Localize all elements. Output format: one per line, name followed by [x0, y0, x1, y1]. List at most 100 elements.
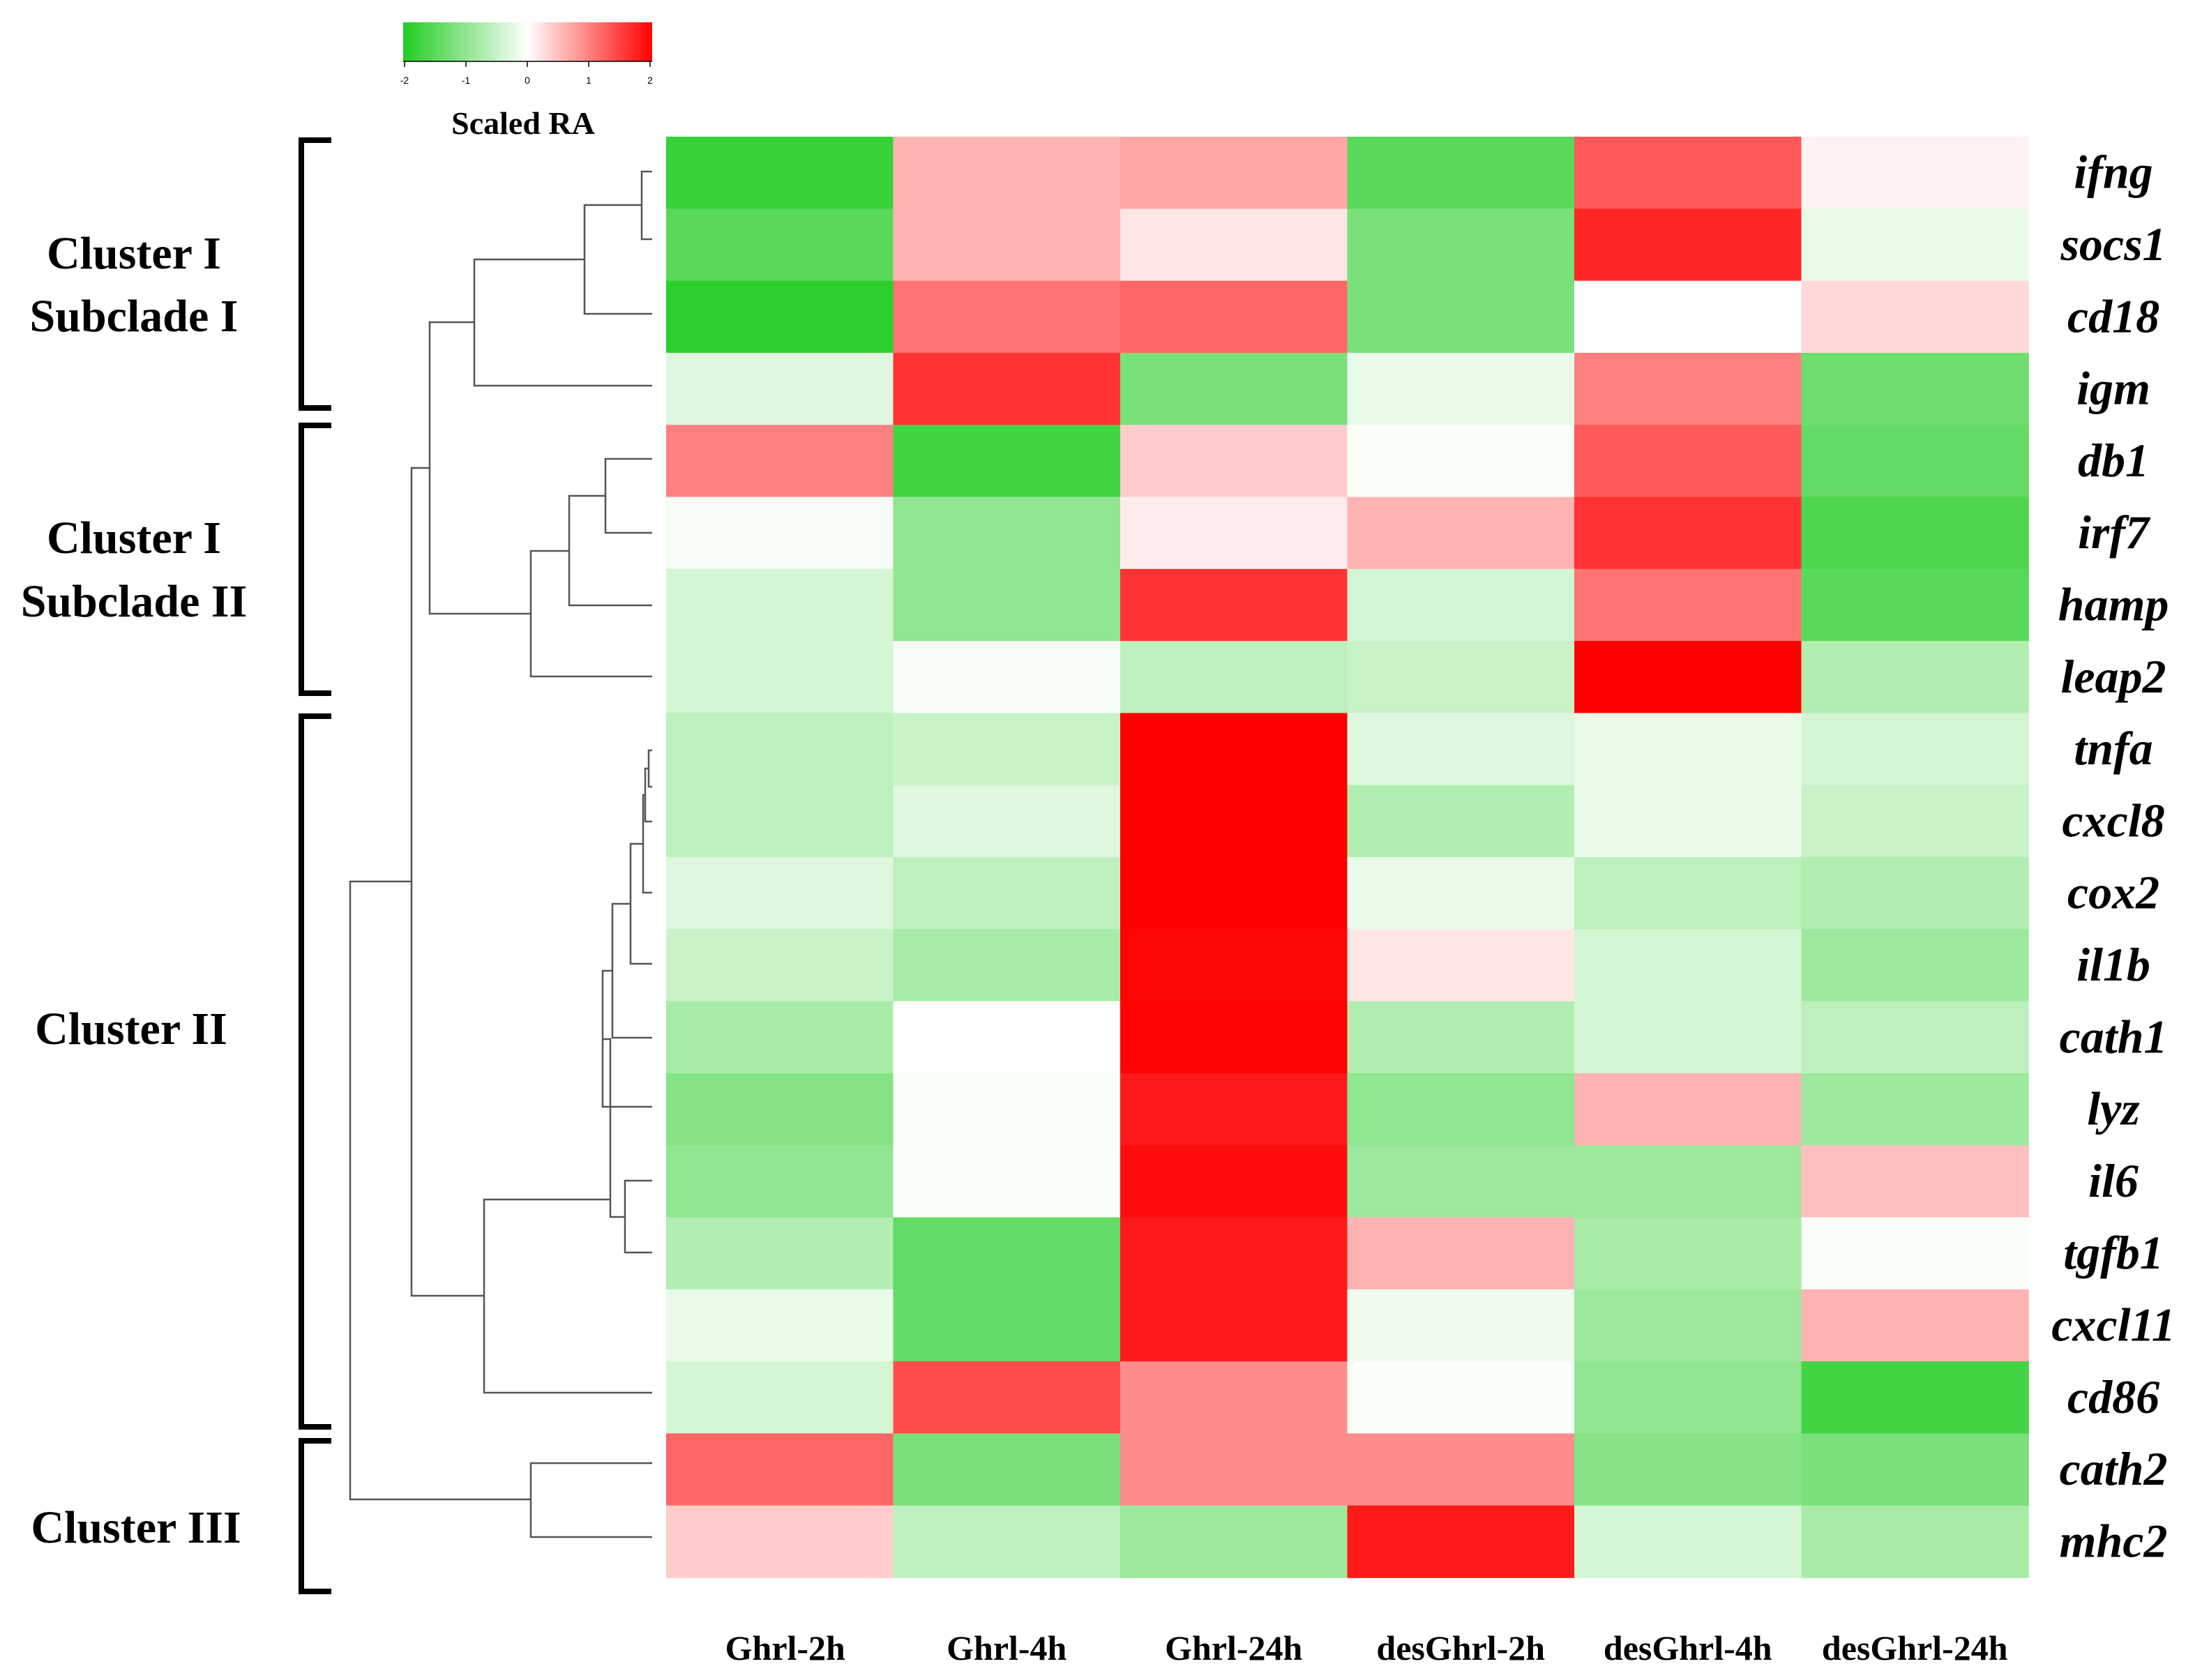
heatmap-cell-cxcl11-Ghrl-24h — [1120, 1289, 1348, 1362]
heatmap-cell-mhc2-desGhrl-2h — [1347, 1505, 1575, 1578]
gene-label-cxcl11: cxcl11 — [2051, 1298, 2176, 1351]
heatmap-cell-lyz-Ghrl-24h — [1120, 1073, 1348, 1146]
heatmap-cell-hamp-Ghrl-24h — [1120, 568, 1348, 642]
color-legend: -2 -1 0 1 2 Scaled RA — [400, 22, 653, 141]
heatmap-cell-hamp-Ghrl-4h — [893, 568, 1121, 642]
heatmap-cell-irf7-Ghrl-4h — [893, 497, 1121, 570]
cluster-label-4-line-1: Cluster III — [31, 1502, 241, 1553]
heatmap-cell-cath2-Ghrl-24h — [1120, 1433, 1348, 1506]
heatmap-cell-cox2-desGhrl-4h — [1574, 857, 1802, 930]
heatmap-cell-socs1-desGhrl-2h — [1347, 209, 1575, 282]
gene-label-cath1: cath1 — [2060, 1010, 2168, 1063]
heatmap-cell-cd18-desGhrl-4h — [1574, 280, 1802, 354]
heatmap-cell-cxcl8-desGhrl-2h — [1347, 785, 1575, 858]
heatmap-cell-hamp-Ghrl-2h — [666, 568, 894, 642]
heatmap-cell-cd86-Ghrl-24h — [1120, 1361, 1348, 1435]
heatmap-cell-db1-Ghrl-2h — [666, 425, 894, 498]
heatmap-cell-igm-Ghrl-2h — [666, 352, 894, 425]
heatmap-cell-tnfa-desGhrl-24h — [1801, 713, 2029, 786]
heatmap-cell-cath1-desGhrl-24h — [1801, 1001, 2029, 1074]
heatmap-cell-tnfa-Ghrl-24h — [1120, 713, 1348, 786]
heatmap-cell-tnfa-Ghrl-2h — [666, 713, 894, 786]
heatmap-cell-cd86-desGhrl-2h — [1347, 1361, 1575, 1435]
gene-label-irf7: irf7 — [2078, 506, 2151, 559]
heatmap-cell-socs1-Ghrl-2h — [666, 209, 894, 282]
cluster-label-1-line-2: Subclade I — [30, 291, 239, 342]
heatmap-cell-igm-desGhrl-2h — [1347, 352, 1575, 425]
heatmap-cell-cath1-desGhrl-2h — [1347, 1001, 1575, 1074]
heatmap-cell-tgfb1-Ghrl-24h — [1120, 1217, 1348, 1290]
heatmap-cell-cox2-Ghrl-24h — [1120, 857, 1348, 930]
heatmap-cell-cath2-desGhrl-24h — [1801, 1433, 2029, 1506]
heatmap-cell-leap2-Ghrl-2h — [666, 641, 894, 714]
gene-label-cxcl8: cxcl8 — [2062, 794, 2164, 847]
heatmap-cell-cath2-desGhrl-4h — [1574, 1433, 1802, 1506]
legend-tick-label: -2 — [400, 75, 409, 86]
heatmap-cell-mhc2-Ghrl-24h — [1120, 1505, 1348, 1578]
heatmap-cell-igm-Ghrl-24h — [1120, 352, 1348, 425]
heatmap-cell-cd18-Ghrl-24h — [1120, 280, 1348, 354]
heatmap-cell-tnfa-desGhrl-2h — [1347, 713, 1575, 786]
cluster-label-3-line-1: Cluster II — [35, 1004, 227, 1054]
heatmap-cell-irf7-desGhrl-24h — [1801, 497, 2029, 570]
heatmap-cell-irf7-Ghrl-24h — [1120, 497, 1348, 570]
heatmap-cell-il1b-Ghrl-24h — [1120, 929, 1348, 1002]
heatmap-cell-db1-desGhrl-24h — [1801, 425, 2029, 498]
legend-tick-label: 0 — [525, 75, 530, 86]
gene-label-mhc2: mhc2 — [2060, 1514, 2168, 1567]
heatmap-cell-lyz-Ghrl-2h — [666, 1073, 894, 1146]
gene-label-db1: db1 — [2078, 434, 2149, 487]
heatmap-cell-il1b-desGhrl-24h — [1801, 929, 2029, 1002]
cluster-brackets — [299, 137, 331, 1594]
heatmap-cell-tnfa-desGhrl-4h — [1574, 713, 1802, 786]
legend-tick-label: 1 — [586, 75, 591, 86]
heatmap-cell-cxcl11-desGhrl-4h — [1574, 1289, 1802, 1362]
heatmap-cell-il6-Ghrl-4h — [893, 1145, 1121, 1218]
heatmap-cell-il1b-Ghrl-4h — [893, 929, 1121, 1002]
heatmap-cell-cxcl11-desGhrl-24h — [1801, 1289, 2029, 1362]
heatmap-grid — [666, 137, 2029, 1578]
heatmap-cell-tgfb1-desGhrl-24h — [1801, 1217, 2029, 1290]
cluster-label-2-line-1: Cluster I — [47, 513, 221, 563]
heatmap-cell-db1-Ghrl-4h — [893, 425, 1121, 498]
heatmap-cell-tnfa-Ghrl-4h — [893, 713, 1121, 786]
gene-label-cath2: cath2 — [2060, 1442, 2168, 1495]
heatmap-cell-cd18-Ghrl-4h — [893, 280, 1121, 354]
column-label-Ghrl-4h: Ghrl-4h — [947, 1628, 1066, 1667]
heatmap-cell-mhc2-Ghrl-4h — [893, 1505, 1121, 1578]
heatmap-cell-hamp-desGhrl-2h — [1347, 568, 1575, 642]
heatmap-cell-leap2-desGhrl-4h — [1574, 641, 1802, 714]
heatmap-cell-il6-Ghrl-24h — [1120, 1145, 1348, 1218]
heatmap-cell-cath2-Ghrl-4h — [893, 1433, 1121, 1506]
gene-label-il1b: il1b — [2076, 938, 2150, 991]
bracket-cluster-1-subclade-1 — [299, 137, 331, 411]
heatmap-cell-cd18-desGhrl-24h — [1801, 280, 2029, 354]
heatmap-cell-il6-desGhrl-24h — [1801, 1145, 2029, 1218]
gene-label-igm: igm — [2076, 362, 2150, 415]
heatmap-cell-lyz-desGhrl-4h — [1574, 1073, 1802, 1146]
heatmap-cell-cath1-Ghrl-24h — [1120, 1001, 1348, 1074]
heatmap-cell-tgfb1-Ghrl-2h — [666, 1217, 894, 1290]
heatmap-cell-leap2-desGhrl-24h — [1801, 641, 2029, 714]
heatmap-cell-ifng-desGhrl-24h — [1801, 137, 2029, 210]
gene-label-leap2: leap2 — [2060, 650, 2166, 703]
heatmap-cell-cath1-desGhrl-4h — [1574, 1001, 1802, 1074]
heatmap-cell-mhc2-desGhrl-4h — [1574, 1505, 1802, 1578]
heatmap-cell-cd18-desGhrl-2h — [1347, 280, 1575, 354]
heatmap-cell-ifng-Ghrl-24h — [1120, 137, 1348, 210]
heatmap-cell-socs1-desGhrl-4h — [1574, 209, 1802, 282]
heatmap-cell-leap2-Ghrl-4h — [893, 641, 1121, 714]
heatmap-cell-lyz-desGhrl-24h — [1801, 1073, 2029, 1146]
gene-label-ifng: ifng — [2074, 146, 2153, 199]
heatmap-cell-cath1-Ghrl-2h — [666, 1001, 894, 1074]
heatmap-cell-cd18-Ghrl-2h — [666, 280, 894, 354]
heatmap-cell-db1-Ghrl-24h — [1120, 425, 1348, 498]
heatmap-cell-db1-desGhrl-2h — [1347, 425, 1575, 498]
heatmap-cell-cxcl11-Ghrl-2h — [666, 1289, 894, 1362]
heatmap-cell-ifng-desGhrl-4h — [1574, 137, 1802, 210]
heatmap-cell-socs1-Ghrl-4h — [893, 209, 1121, 282]
heatmap-cell-leap2-desGhrl-2h — [1347, 641, 1575, 714]
heatmap-cell-cox2-desGhrl-24h — [1801, 857, 2029, 930]
heatmap-cell-cd86-Ghrl-4h — [893, 1361, 1121, 1435]
